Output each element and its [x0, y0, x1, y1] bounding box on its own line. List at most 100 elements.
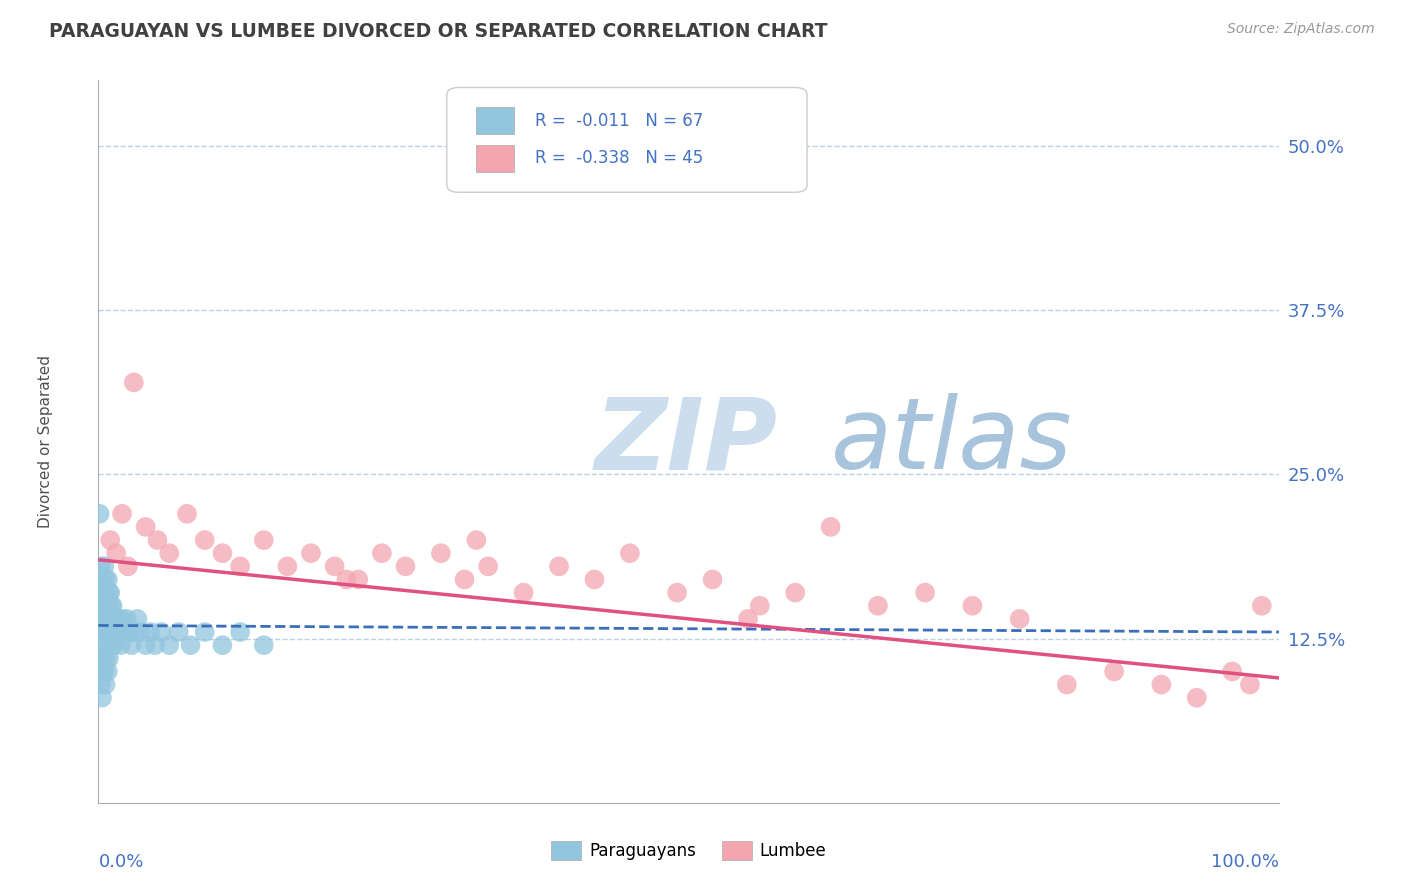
Point: [122, 376, 145, 390]
Point: [914, 585, 936, 599]
Point: [167, 625, 190, 640]
Point: [91, 612, 114, 626]
Point: [105, 625, 128, 640]
Text: 0.0%: 0.0%: [98, 854, 143, 871]
Point: [962, 599, 984, 613]
Point: [276, 559, 298, 574]
Point: [93, 559, 115, 574]
Point: [1102, 665, 1125, 679]
Point: [90, 638, 112, 652]
Point: [335, 573, 357, 587]
Point: [866, 599, 889, 613]
Point: [93, 665, 115, 679]
Point: [98, 585, 121, 599]
Point: [100, 599, 122, 613]
Text: ZIP: ZIP: [595, 393, 778, 490]
Point: [139, 625, 162, 640]
Point: [94, 638, 117, 652]
Point: [1056, 677, 1078, 691]
Point: [90, 559, 112, 574]
Point: [91, 690, 114, 705]
Point: [129, 625, 152, 640]
Point: [211, 638, 233, 652]
Point: [737, 612, 759, 626]
Point: [299, 546, 322, 560]
Point: [97, 625, 120, 640]
Point: [98, 638, 121, 652]
Point: [143, 638, 166, 652]
Point: [103, 638, 125, 652]
Point: [394, 559, 416, 574]
Point: [371, 546, 394, 560]
Point: [1150, 677, 1173, 691]
Point: [103, 612, 125, 626]
Point: [89, 665, 111, 679]
Point: [115, 612, 138, 626]
Point: [97, 599, 120, 613]
Point: [117, 559, 139, 574]
Point: [583, 573, 606, 587]
Point: [1250, 599, 1272, 613]
Point: [89, 612, 111, 626]
Point: [619, 546, 641, 560]
FancyBboxPatch shape: [447, 87, 807, 193]
Point: [194, 625, 217, 640]
Point: [121, 638, 143, 652]
Point: [477, 559, 499, 574]
Text: R =  -0.338   N = 45: R = -0.338 N = 45: [536, 149, 703, 168]
Text: Divorced or Separated: Divorced or Separated: [38, 355, 53, 528]
Point: [111, 507, 134, 521]
Point: [157, 546, 180, 560]
Legend: Paraguayans, Lumbee: Paraguayans, Lumbee: [544, 834, 834, 867]
Point: [347, 573, 370, 587]
Point: [93, 599, 115, 613]
Point: [107, 612, 129, 626]
Point: [91, 665, 114, 679]
Point: [100, 625, 122, 640]
Point: [96, 585, 118, 599]
Point: [157, 638, 180, 652]
Point: [98, 533, 121, 547]
Point: [666, 585, 689, 599]
Point: [820, 520, 842, 534]
Point: [118, 625, 141, 640]
Point: [112, 625, 135, 640]
Point: [1239, 677, 1261, 691]
Point: [90, 677, 112, 691]
Point: [1008, 612, 1031, 626]
Point: [229, 559, 252, 574]
Point: [104, 625, 127, 640]
Point: [1185, 690, 1208, 705]
Point: [548, 559, 571, 574]
Point: [122, 625, 145, 640]
Point: [127, 612, 149, 626]
Point: [112, 625, 135, 640]
Point: [702, 573, 724, 587]
Point: [135, 520, 157, 534]
Text: PARAGUAYAN VS LUMBEE DIVORCED OR SEPARATED CORRELATION CHART: PARAGUAYAN VS LUMBEE DIVORCED OR SEPARAT…: [49, 22, 828, 41]
Point: [93, 625, 115, 640]
Text: Source: ZipAtlas.com: Source: ZipAtlas.com: [1227, 22, 1375, 37]
Point: [229, 625, 252, 640]
Point: [111, 612, 134, 626]
Point: [465, 533, 488, 547]
Point: [146, 533, 169, 547]
Point: [211, 546, 233, 560]
Point: [98, 612, 121, 626]
Point: [91, 585, 114, 599]
Point: [96, 651, 118, 665]
Point: [176, 507, 198, 521]
Point: [105, 546, 128, 560]
Point: [98, 651, 121, 665]
Text: R =  -0.011   N = 67: R = -0.011 N = 67: [536, 112, 703, 129]
Text: 100.0%: 100.0%: [1212, 854, 1279, 871]
Point: [101, 599, 124, 613]
Point: [101, 638, 124, 652]
Point: [98, 585, 121, 599]
Point: [105, 612, 128, 626]
Point: [110, 638, 132, 652]
Point: [748, 599, 770, 613]
Point: [90, 599, 112, 613]
Point: [94, 599, 117, 613]
Point: [453, 573, 475, 587]
